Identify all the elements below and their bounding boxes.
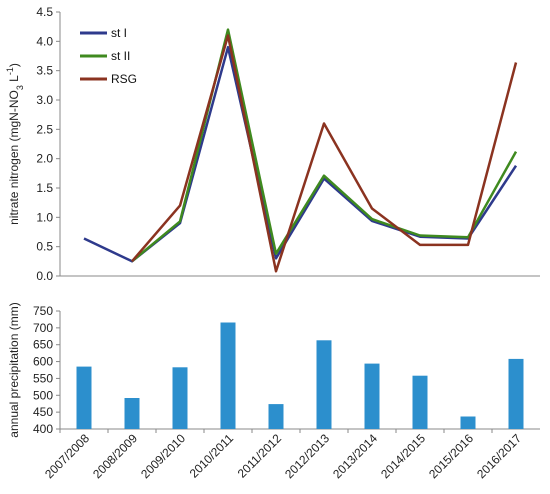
top-series-lines: [83, 28, 518, 273]
bottom-x-tick-label: 2010/2011: [187, 431, 237, 481]
legend-label: RSG: [111, 72, 137, 86]
legend: st I st II RSG: [80, 26, 137, 86]
bottom-y-tick-label: 600: [33, 355, 53, 369]
bottom-x-ticks: 2007/20082008/20092009/20102010/20112011…: [42, 429, 524, 481]
bottom-x-tick-label: 2008/2009: [90, 431, 140, 481]
bottom-x-tick-label: 2012/2013: [282, 431, 332, 481]
top-y-tick-label: 4.5: [36, 5, 53, 19]
bottom-x-tick-label: 2015/2016: [426, 431, 476, 481]
top-y-tick-label: 2.5: [36, 122, 53, 136]
top-y-tick-label: 0.5: [36, 240, 53, 254]
precipitation-bar: [316, 340, 332, 429]
bottom-y-tick-label: 650: [33, 338, 53, 352]
top-y-tick-label: 3.0: [36, 93, 53, 107]
bottom-x-tick-label: 2013/2014: [330, 431, 380, 481]
precipitation-bar: [220, 322, 236, 429]
precipitation-bar: [460, 416, 476, 429]
precipitation-bar: [508, 358, 524, 429]
ylabel-close: ): [7, 63, 21, 67]
legend-label: st II: [111, 49, 130, 63]
bottom-y-tick-label: 400: [33, 422, 53, 436]
top-y-tick-label: 3.5: [36, 64, 53, 78]
series-line-rsg: [131, 34, 518, 273]
bottom-y-tick-label: 700: [33, 321, 53, 335]
bottom-x-tick-label: 2011/2012: [235, 431, 285, 481]
bottom-y-tick-label: 500: [33, 388, 53, 402]
precipitation-bar-chart: 400 450 500 550 600 650 700 750 2007/20082008/2…: [7, 302, 540, 481]
bottom-y-tick-label: 550: [33, 371, 53, 385]
top-y-tick-label: 1.5: [36, 181, 53, 195]
precipitation-bar: [172, 367, 188, 429]
precipitation-bar: [364, 363, 380, 429]
top-y-tick-label: 1.0: [36, 210, 53, 224]
ylabel-unit: L: [7, 75, 21, 85]
series-line-st-i: [83, 45, 518, 263]
bottom-x-tick-label: 2014/2015: [378, 431, 428, 481]
ylabel-superscript: -1: [5, 67, 15, 75]
bottom-y-tick-label: 450: [33, 405, 53, 419]
bottom-y-ticks: 400 450 500 550 600 650 700 750: [33, 304, 60, 436]
precipitation-bar: [412, 375, 428, 429]
bottom-y-axis-label: annual precipitation (mm): [7, 302, 21, 437]
top-y-ticks: 0.0 0.5 1.0 1.5 2.0 2.5 3.0 3.5 4.0 4.5: [36, 5, 60, 283]
bottom-x-tick-label: 2016/2017: [474, 431, 524, 481]
precipitation-bar: [268, 404, 284, 429]
ylabel-subscript: 3: [15, 85, 25, 90]
bottom-bars: [76, 322, 524, 429]
bottom-x-tick-label: 2009/2010: [138, 431, 188, 481]
bottom-x-tick-label: 2007/2008: [42, 431, 92, 481]
nitrate-line-chart: 0.0 0.5 1.0 1.5 2.0 2.5 3.0 3.5 4.0 4.5 nitrate n…: [5, 5, 540, 283]
top-y-tick-label: 2.0: [36, 152, 53, 166]
precipitation-bar: [124, 398, 140, 429]
top-y-tick-label: 4.0: [36, 34, 53, 48]
series-line-st-ii: [131, 28, 518, 263]
top-y-axis-label: nitrate nitrogen (mgN-NO3 L-1): [5, 63, 25, 225]
top-y-tick-label: 0.0: [36, 269, 53, 283]
ylabel-main: nitrate nitrogen (mgN-NO: [7, 90, 21, 225]
legend-label: st I: [111, 26, 127, 40]
precipitation-bar: [76, 366, 92, 429]
bottom-y-tick-label: 750: [33, 304, 53, 318]
